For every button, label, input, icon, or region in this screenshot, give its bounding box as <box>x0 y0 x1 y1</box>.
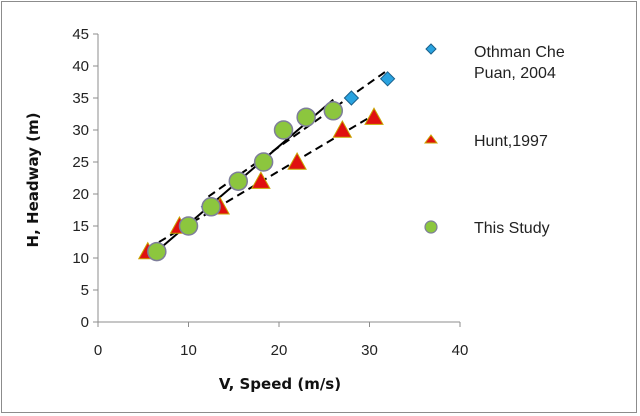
trendline-series-0 <box>207 69 389 198</box>
y-tick-label: 20 <box>72 186 89 203</box>
x-tick-label: 40 <box>452 342 469 359</box>
data-point-diamond <box>343 90 360 106</box>
legend-label-othman-line1: Othman Che <box>474 44 565 61</box>
x-tick-label: 10 <box>180 342 197 359</box>
data-point-circle <box>147 241 167 262</box>
legend-marker-this-study <box>424 220 438 234</box>
y-tick-label: 0 <box>81 314 89 331</box>
data-point-triangle <box>364 107 384 125</box>
legend-marker-hunt <box>424 134 438 144</box>
x-tick-label: 20 <box>271 342 288 359</box>
x-tick-label: 30 <box>361 342 378 359</box>
y-tick-label: 15 <box>72 218 89 235</box>
data-point-triangle <box>287 151 307 170</box>
x-axis-title: V, Speed (m/s) <box>219 375 341 393</box>
data-point-circle <box>178 216 199 236</box>
x-tick-label: 0 <box>94 342 102 359</box>
y-tick-label: 10 <box>72 250 89 267</box>
data-point-circle <box>296 107 316 127</box>
data-point-triangle <box>332 119 353 138</box>
legend-label-othman-line2: Puan, 2004 <box>474 65 556 82</box>
y-tick-label: 40 <box>72 58 89 75</box>
tick-labels: 0 5 10 15 20 25 30 35 40 45 0 10 20 30 40 <box>72 26 468 359</box>
y-tick-label: 45 <box>72 26 89 43</box>
legend-marker-othman <box>425 43 437 55</box>
legend-label-hunt: Hunt,1997 <box>474 133 548 150</box>
data-point-circle <box>228 171 249 191</box>
y-axis-title: H, Headway (m) <box>24 113 42 248</box>
y-tick-label: 25 <box>72 154 89 171</box>
data-point-circle <box>253 152 274 172</box>
y-tick-label: 35 <box>72 90 89 107</box>
data-points <box>137 71 396 262</box>
data-point-triangle <box>251 171 271 189</box>
y-tick-label: 30 <box>72 122 89 139</box>
data-point-circle <box>201 197 221 217</box>
legend-label-this-study: This Study <box>474 220 550 237</box>
data-point-diamond <box>379 71 396 87</box>
y-tick-label: 5 <box>81 282 89 299</box>
axes <box>93 33 461 327</box>
legend: Othman Che Puan, 2004 Hunt,1997 This Stu… <box>424 43 565 237</box>
data-point-circle <box>273 120 294 140</box>
data-point-circle <box>323 101 344 121</box>
